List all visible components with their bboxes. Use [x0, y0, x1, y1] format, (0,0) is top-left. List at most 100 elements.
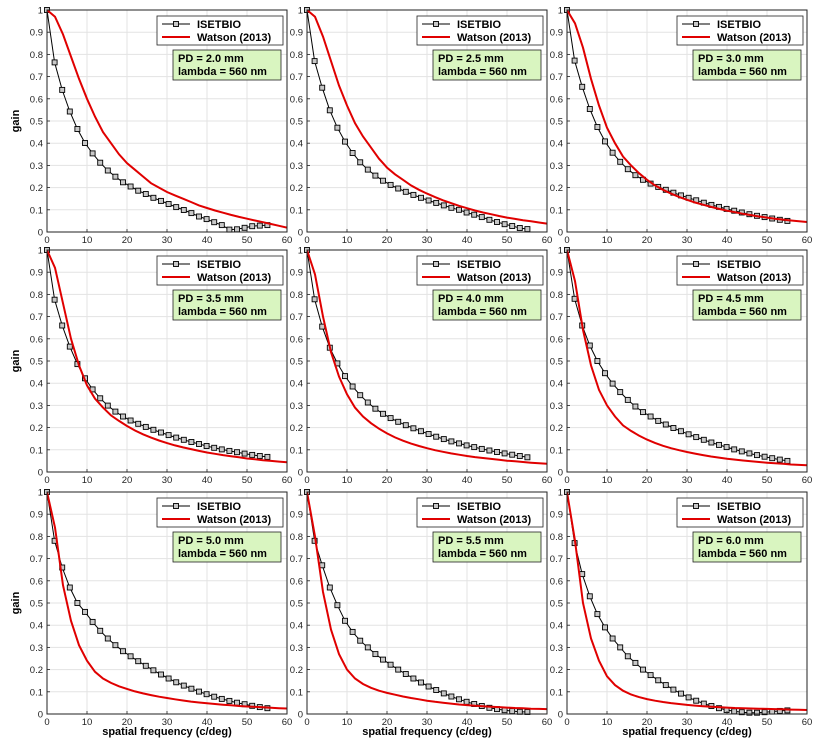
y-tick-label: 0.4 [30, 379, 43, 390]
isetbio-point [516, 453, 523, 459]
x-tick-label: 20 [122, 717, 133, 728]
isetbio-point [501, 221, 508, 228]
y-tick-label: 0.3 [290, 401, 303, 412]
isetbio-point [372, 405, 379, 412]
x-tick-label: 50 [502, 717, 513, 728]
isetbio-point [524, 454, 531, 461]
isetbio-point [731, 446, 738, 453]
isetbio-point [448, 693, 455, 700]
y-tick-label: 0.4 [30, 139, 43, 150]
y-tick-label: 0.7 [30, 554, 43, 565]
isetbio-point [89, 618, 96, 625]
isetbio-point [501, 450, 508, 457]
isetbio-point [249, 451, 256, 458]
isetbio-point [135, 658, 142, 665]
annotation-box [692, 289, 802, 321]
legend-box [676, 497, 804, 528]
y-tick-label: 0.8 [550, 532, 563, 543]
x-tick-label: 60 [542, 235, 553, 246]
legend-entry: Watson (2013) [197, 514, 272, 526]
isetbio-point [746, 709, 753, 716]
isetbio-point [372, 172, 379, 179]
isetbio-point [241, 224, 248, 231]
y-tick-label: 0.1 [290, 445, 303, 456]
isetbio-point [342, 138, 348, 145]
x-tick-label: 40 [722, 475, 733, 486]
y-tick-label: 0.5 [550, 117, 563, 128]
isetbio-point [524, 226, 531, 233]
isetbio-point [135, 420, 142, 427]
legend-entry: Watson (2013) [457, 272, 532, 284]
legend-entry: Watson (2013) [197, 272, 272, 284]
isetbio-point [380, 656, 386, 663]
y-tick-label: 0.4 [290, 621, 303, 632]
y-tick-label: 1 [38, 488, 43, 499]
isetbio-point [586, 106, 593, 112]
y-tick-label: 0.7 [550, 554, 563, 565]
isetbio-point [180, 682, 187, 689]
y-tick-label: 0.7 [30, 72, 43, 83]
isetbio-point [494, 449, 500, 455]
isetbio-point [120, 648, 126, 655]
isetbio-point [456, 696, 462, 703]
y-tick-label: 0.3 [30, 161, 43, 172]
y-tick-label: 0.1 [30, 445, 43, 456]
isetbio-point [463, 442, 470, 449]
isetbio-point [486, 216, 493, 223]
x-tick-label: 50 [242, 235, 253, 246]
isetbio-point [51, 59, 58, 66]
watson-series-line [307, 250, 547, 465]
isetbio-point [571, 295, 578, 302]
isetbio-point [311, 296, 318, 303]
isetbio-point [632, 659, 639, 666]
isetbio-point [463, 209, 470, 216]
isetbio-point [196, 213, 202, 220]
x-tick-label: 10 [82, 475, 93, 486]
y-tick-label: 0 [38, 228, 43, 239]
isetbio-point [478, 445, 485, 452]
isetbio-point [693, 697, 700, 704]
watson-series-line [567, 10, 807, 223]
x-tick-label: 10 [82, 235, 93, 246]
isetbio-point [203, 443, 210, 449]
isetbio-point [203, 216, 210, 223]
legend-box [676, 255, 804, 286]
isetbio-point [425, 197, 432, 204]
x-tick-label: 50 [242, 717, 253, 728]
isetbio-point [738, 709, 745, 716]
annotation-line: lambda = 560 nm [438, 548, 527, 560]
isetbio-point [685, 431, 692, 438]
isetbio-point [97, 627, 104, 634]
legend-swatch-marker [433, 261, 439, 267]
legend-entry: ISETBIO [197, 19, 241, 31]
isetbio-point [180, 207, 187, 213]
isetbio-point [402, 671, 409, 677]
chart-panel-3: 0 10 20 30 40 50 60 0 0.1 0.2 0.3 0.4 0.5 0.6 0.7 0.8 0.… [550, 6, 813, 247]
annotation-line: PD = 4.0 mm [438, 293, 504, 305]
isetbio-point [165, 432, 172, 439]
x-tick-label: 40 [202, 475, 213, 486]
x-tick-label: 40 [202, 235, 213, 246]
x-tick-label: 30 [682, 717, 693, 728]
annotation-line: lambda = 560 nm [698, 66, 787, 78]
y-tick-label: 0.9 [290, 510, 303, 521]
isetbio-point [662, 682, 669, 689]
isetbio-point [624, 166, 631, 173]
legend-entry: ISETBIO [717, 259, 761, 271]
y-tick-label: 1 [558, 246, 563, 257]
isetbio-point [82, 608, 88, 615]
isetbio-point [127, 653, 134, 660]
isetbio-point [746, 450, 753, 457]
x-tick-label: 10 [342, 235, 353, 246]
annotation-box [172, 289, 282, 321]
annotation-line: lambda = 560 nm [698, 548, 787, 560]
y-tick-label: 0.9 [30, 268, 43, 279]
legend-entry: Watson (2013) [717, 32, 792, 44]
watson-series-line [47, 492, 287, 710]
legend-swatch-marker [693, 261, 699, 267]
isetbio-point [357, 392, 364, 399]
